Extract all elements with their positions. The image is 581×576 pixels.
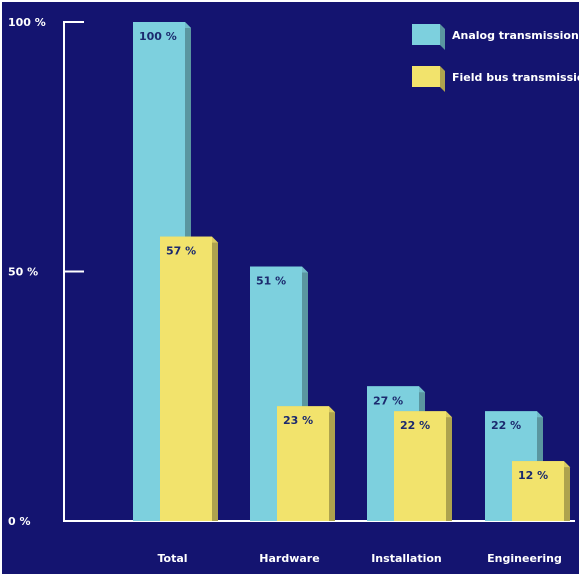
legend-swatch [412,66,440,87]
y-tick-label: 0 % [8,515,31,528]
bar-side [212,236,218,521]
bar-total-field-bus: 57 % [160,236,218,521]
bar-engineering-field-bus: 12 % [512,461,570,521]
bar-installation-field-bus: 22 % [394,411,452,521]
data-label: 22 % [400,419,430,432]
legend-item-analog: Analog transmission [412,24,579,50]
bar-front [512,461,564,521]
legend-swatch-side [440,24,445,50]
y-tick-label: 50 % [8,266,38,279]
data-label: 100 % [139,30,177,43]
x-category-label: Total [157,552,187,565]
data-label: 23 % [283,414,313,427]
legend-label: Analog transmission [452,29,579,42]
bar-side [446,411,452,521]
bars-layer: 100 % 57 % 51 % 23 % 27 % 22 % 22 % 12 % [133,22,570,521]
x-category-label: Installation [371,552,442,565]
bar-front [277,406,329,521]
legend-swatch-side [440,66,445,92]
legend-label: Field bus transmission [452,71,581,84]
x-category-label: Hardware [259,552,319,565]
data-label: 27 % [373,394,403,407]
data-label: 12 % [518,469,548,482]
bar-side [329,406,335,521]
bar-side [564,461,570,521]
bar-front [394,411,446,521]
x-category-label: Engineering [487,552,562,565]
bar-front [160,236,212,521]
y-tick-label: 100 % [8,16,46,29]
legend-swatch [412,24,440,45]
data-label: 57 % [166,245,196,258]
data-label: 22 % [491,419,521,432]
legend: Analog transmission Field bus transmissio… [412,24,581,92]
bar-hardware-analog: 51 % [250,266,308,521]
legend-item-field-bus: Field bus transmission [412,66,581,92]
data-label: 51 % [256,275,286,288]
bar-hardware-field-bus: 23 % [277,406,335,521]
